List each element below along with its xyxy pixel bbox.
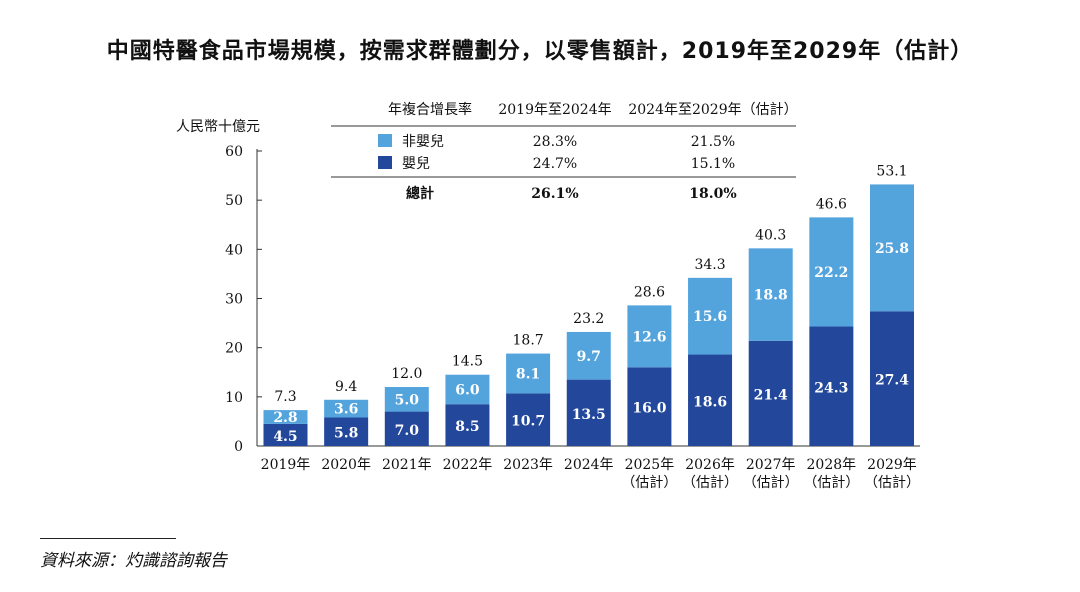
bar-non-infant: [384, 387, 429, 412]
x-tick-label: 2023年: [503, 457, 553, 473]
bar-non-infant: [748, 248, 793, 341]
data-label-total: 23.2: [573, 311, 604, 327]
data-label-non-infant: 9.7: [577, 349, 601, 365]
bar-non-infant: [324, 399, 369, 418]
data-label-infant: 27.4: [875, 373, 909, 389]
data-label-total: 34.3: [694, 257, 725, 273]
data-label-infant: 8.5: [455, 419, 479, 435]
x-tick-label: 2029年: [867, 457, 917, 473]
bar-infant: [688, 354, 733, 446]
x-tick-note: （估計）: [864, 475, 920, 491]
cagr-total-label: 總計: [406, 185, 434, 202]
data-label-total: 7.3: [274, 389, 296, 405]
bar-infant: [566, 379, 611, 446]
bar-non-infant: [809, 217, 854, 327]
cagr-total-value: 26.1%: [531, 186, 578, 202]
x-tick-label: 2022年: [443, 457, 493, 473]
data-label-infant: 7.0: [395, 423, 420, 439]
data-label-total: 53.1: [876, 163, 907, 179]
cagr-header-label: 年複合增長率: [388, 101, 472, 118]
data-label-non-infant: 25.8: [875, 241, 909, 257]
y-tick-label: 20: [225, 341, 243, 357]
chart-title: 中國特醫食品市場規模，按需求群體劃分，以零售額計，2019年至2029年（估計）: [106, 39, 974, 64]
data-label-non-infant: 6.0: [455, 382, 480, 398]
legend-swatch-infant: [378, 156, 392, 169]
data-label-total: 40.3: [755, 227, 786, 243]
cagr-total-value: 18.0%: [689, 186, 736, 202]
x-tick-label: 2027年: [746, 457, 796, 473]
bar-non-infant: [627, 305, 672, 368]
data-label-total: 14.5: [452, 354, 483, 370]
y-tick-label: 40: [225, 242, 243, 258]
bar-infant: [870, 311, 914, 446]
y-tick-label: 50: [225, 193, 243, 209]
x-tick-note: （估計）: [743, 475, 799, 491]
bar-infant: [627, 367, 672, 446]
bar-infant: [384, 411, 429, 446]
data-label-non-infant: 22.2: [814, 265, 848, 281]
y-tick-label: 10: [225, 390, 243, 406]
legend-swatch-non-infant: [378, 134, 392, 147]
data-label-non-infant: 18.8: [754, 288, 788, 304]
bar-infant: [809, 326, 854, 446]
x-tick-note: （估計）: [621, 475, 677, 491]
cagr-value: 24.7%: [533, 156, 577, 172]
data-label-total: 46.6: [816, 196, 847, 212]
bar-non-infant: [506, 353, 551, 394]
x-tick-label: 2025年: [625, 457, 675, 473]
x-tick-label: 2024年: [564, 457, 614, 473]
cagr-header-period-1: 2019年至2024年: [498, 102, 611, 118]
data-label-infant: 4.5: [273, 429, 297, 445]
data-label-non-infant: 15.6: [693, 309, 727, 325]
data-label-non-infant: 12.6: [632, 329, 666, 345]
data-label-total: 9.4: [335, 379, 357, 395]
x-tick-note: （估計）: [682, 475, 738, 491]
bar-non-infant: [688, 277, 733, 355]
cagr-value: 21.5%: [691, 134, 735, 150]
bar-infant: [445, 404, 490, 446]
data-label-infant: 13.5: [572, 407, 606, 423]
y-axis-label: 人民幣十億元: [176, 119, 260, 135]
bar-non-infant: [263, 410, 308, 424]
data-label-non-infant: 5.0: [395, 392, 420, 408]
y-tick-label: 0: [234, 439, 243, 455]
data-label-non-infant: 8.1: [516, 366, 540, 382]
data-label-total: 18.7: [513, 333, 544, 349]
bar-non-infant: [566, 331, 611, 380]
data-label-infant: 24.3: [814, 380, 848, 396]
data-label-infant: 16.0: [632, 401, 666, 417]
y-tick-label: 60: [225, 144, 243, 160]
data-label-infant: 5.8: [334, 426, 358, 442]
bar-infant: [324, 417, 369, 446]
bar-infant: [263, 423, 308, 446]
source-divider: [40, 538, 176, 539]
bar-infant: [748, 340, 793, 446]
x-tick-label: 2020年: [321, 457, 371, 473]
data-label-total: 12.0: [391, 366, 422, 382]
x-tick-label: 2021年: [382, 457, 432, 473]
data-label-infant: 10.7: [511, 414, 545, 430]
bar-non-infant: [445, 374, 490, 405]
legend-label: 嬰兒: [402, 156, 430, 172]
bar-non-infant: [870, 184, 914, 312]
cagr-value: 15.1%: [691, 156, 735, 172]
x-tick-label: 2019年: [261, 457, 311, 473]
x-tick-label: 2026年: [685, 457, 735, 473]
data-label-non-infant: 3.6: [334, 402, 358, 418]
bar-infant: [506, 393, 551, 446]
source-note: 資料來源：灼識諮詢報告: [40, 551, 227, 571]
data-label-infant: 21.4: [754, 387, 788, 403]
x-tick-label: 2028年: [807, 457, 857, 473]
x-tick-note: （估計）: [803, 475, 859, 491]
data-label-infant: 18.6: [693, 394, 727, 410]
data-label-non-infant: 2.8: [273, 410, 297, 426]
legend-label: 非嬰兒: [402, 134, 444, 150]
data-label-total: 28.6: [634, 284, 665, 300]
y-tick-label: 30: [225, 292, 243, 308]
cagr-value: 28.3%: [533, 134, 577, 150]
cagr-header-period-2: 2024年至2029年（估計）: [628, 102, 797, 118]
